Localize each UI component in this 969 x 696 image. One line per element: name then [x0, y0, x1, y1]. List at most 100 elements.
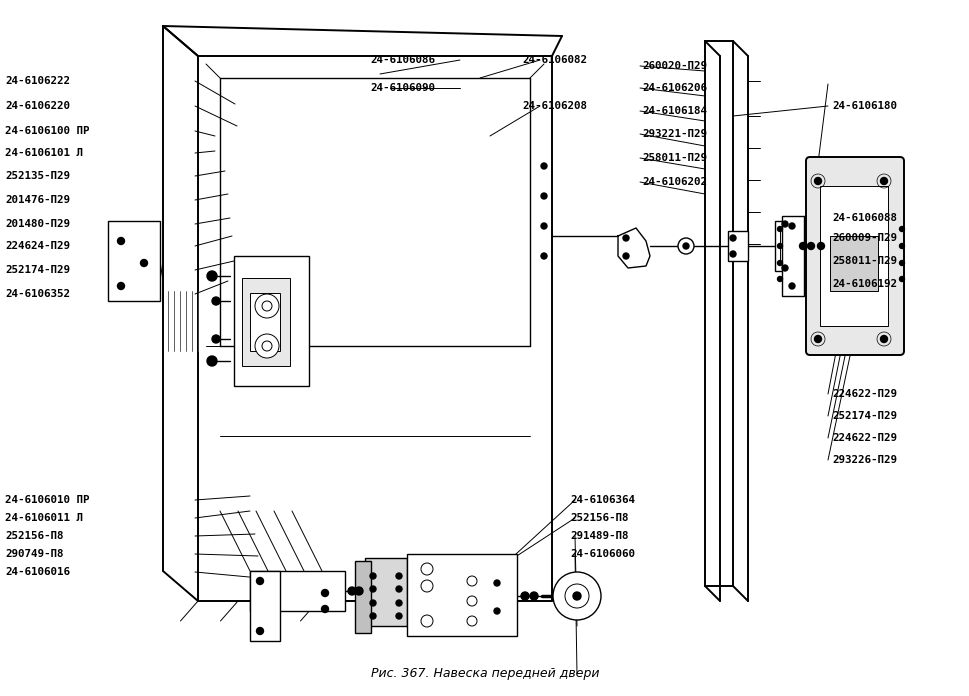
Text: 24-6106086: 24-6106086	[369, 55, 434, 65]
Text: 24-6106100 ПР: 24-6106100 ПР	[5, 126, 89, 136]
Circle shape	[348, 587, 356, 595]
Bar	[355, 561, 370, 633]
Circle shape	[898, 276, 903, 281]
Circle shape	[212, 335, 220, 343]
Circle shape	[682, 243, 688, 249]
Text: 24-6106090: 24-6106090	[369, 83, 434, 93]
Text: 290749-П8: 290749-П8	[5, 549, 63, 559]
Circle shape	[206, 356, 217, 366]
Text: 24-6106010 ПР: 24-6106010 ПР	[5, 495, 89, 505]
Circle shape	[777, 260, 782, 265]
Circle shape	[814, 335, 821, 342]
Circle shape	[395, 613, 401, 619]
Text: 258011-П29: 258011-П29	[641, 153, 706, 163]
Circle shape	[421, 563, 432, 575]
Text: 24-6106222: 24-6106222	[5, 76, 70, 86]
Circle shape	[466, 596, 477, 606]
Circle shape	[573, 592, 580, 600]
Bar	[728, 231, 747, 261]
Text: 24-6106364: 24-6106364	[570, 495, 635, 505]
Circle shape	[369, 613, 376, 619]
Circle shape	[730, 235, 735, 241]
Polygon shape	[617, 228, 649, 268]
Circle shape	[898, 226, 903, 232]
Circle shape	[541, 163, 547, 169]
FancyBboxPatch shape	[805, 157, 903, 355]
Circle shape	[369, 573, 376, 579]
Circle shape	[898, 244, 903, 248]
Text: 260009-П29: 260009-П29	[831, 233, 896, 243]
Circle shape	[777, 226, 782, 232]
Circle shape	[206, 271, 217, 281]
Bar	[250, 571, 280, 641]
Text: 24-6106082: 24-6106082	[521, 55, 586, 65]
Circle shape	[141, 260, 147, 267]
Circle shape	[262, 341, 271, 351]
Text: 24-6106060: 24-6106060	[570, 549, 635, 559]
Circle shape	[880, 177, 887, 184]
Text: 24-6106352: 24-6106352	[5, 289, 70, 299]
Circle shape	[255, 294, 279, 318]
Circle shape	[421, 615, 432, 627]
Text: 224622-П29: 224622-П29	[831, 389, 896, 399]
Text: 24-6106184: 24-6106184	[641, 106, 706, 116]
Circle shape	[898, 260, 903, 265]
Circle shape	[788, 223, 795, 229]
Circle shape	[777, 244, 782, 248]
Circle shape	[395, 586, 401, 592]
Text: Рис. 367. Навеска передней двери: Рис. 367. Навеска передней двери	[370, 667, 599, 681]
Circle shape	[781, 221, 787, 227]
Text: 24-6106101 Л: 24-6106101 Л	[5, 148, 83, 158]
Circle shape	[781, 265, 787, 271]
Circle shape	[798, 242, 805, 249]
Circle shape	[564, 584, 588, 608]
Text: 260020-П29: 260020-П29	[641, 61, 706, 71]
Bar	[774, 221, 797, 271]
Bar	[108, 221, 160, 301]
Circle shape	[777, 276, 782, 281]
Text: 24-6106016: 24-6106016	[5, 567, 70, 577]
Circle shape	[493, 580, 499, 586]
Circle shape	[880, 335, 887, 342]
Circle shape	[541, 253, 547, 259]
Circle shape	[552, 572, 601, 620]
Bar	[819, 186, 887, 326]
Text: 201480-П29: 201480-П29	[5, 219, 70, 229]
Circle shape	[622, 235, 628, 241]
Text: 224622-П29: 224622-П29	[831, 433, 896, 443]
Circle shape	[212, 297, 220, 305]
Bar	[781, 216, 803, 296]
Text: 24-6106011 Л: 24-6106011 Л	[5, 513, 83, 523]
Circle shape	[541, 223, 547, 229]
Bar	[250, 293, 280, 351]
Circle shape	[493, 608, 499, 614]
Circle shape	[355, 587, 362, 595]
Text: 258011-П29: 258011-П29	[831, 256, 896, 266]
Text: 201476-П29: 201476-П29	[5, 195, 70, 205]
Text: 24-6106192: 24-6106192	[831, 279, 896, 289]
Circle shape	[395, 600, 401, 606]
Text: 24-6106088: 24-6106088	[831, 213, 896, 223]
Circle shape	[622, 253, 628, 259]
Text: 252174-П29: 252174-П29	[831, 411, 896, 421]
Circle shape	[321, 606, 328, 612]
Circle shape	[321, 590, 328, 596]
Bar	[234, 256, 309, 386]
Bar	[829, 236, 877, 291]
Circle shape	[256, 628, 264, 635]
Bar	[241, 278, 290, 366]
Circle shape	[117, 237, 124, 244]
Circle shape	[262, 301, 271, 311]
Text: 293221-П29: 293221-П29	[641, 129, 706, 139]
Text: 24-6106206: 24-6106206	[641, 83, 706, 93]
Text: 293226-П29: 293226-П29	[831, 455, 896, 465]
Circle shape	[369, 586, 376, 592]
Circle shape	[817, 242, 824, 249]
Circle shape	[788, 283, 795, 289]
Circle shape	[677, 238, 693, 254]
Circle shape	[466, 616, 477, 626]
Circle shape	[466, 576, 477, 586]
Circle shape	[814, 177, 821, 184]
Bar	[407, 554, 516, 636]
Text: 24-6106220: 24-6106220	[5, 101, 70, 111]
